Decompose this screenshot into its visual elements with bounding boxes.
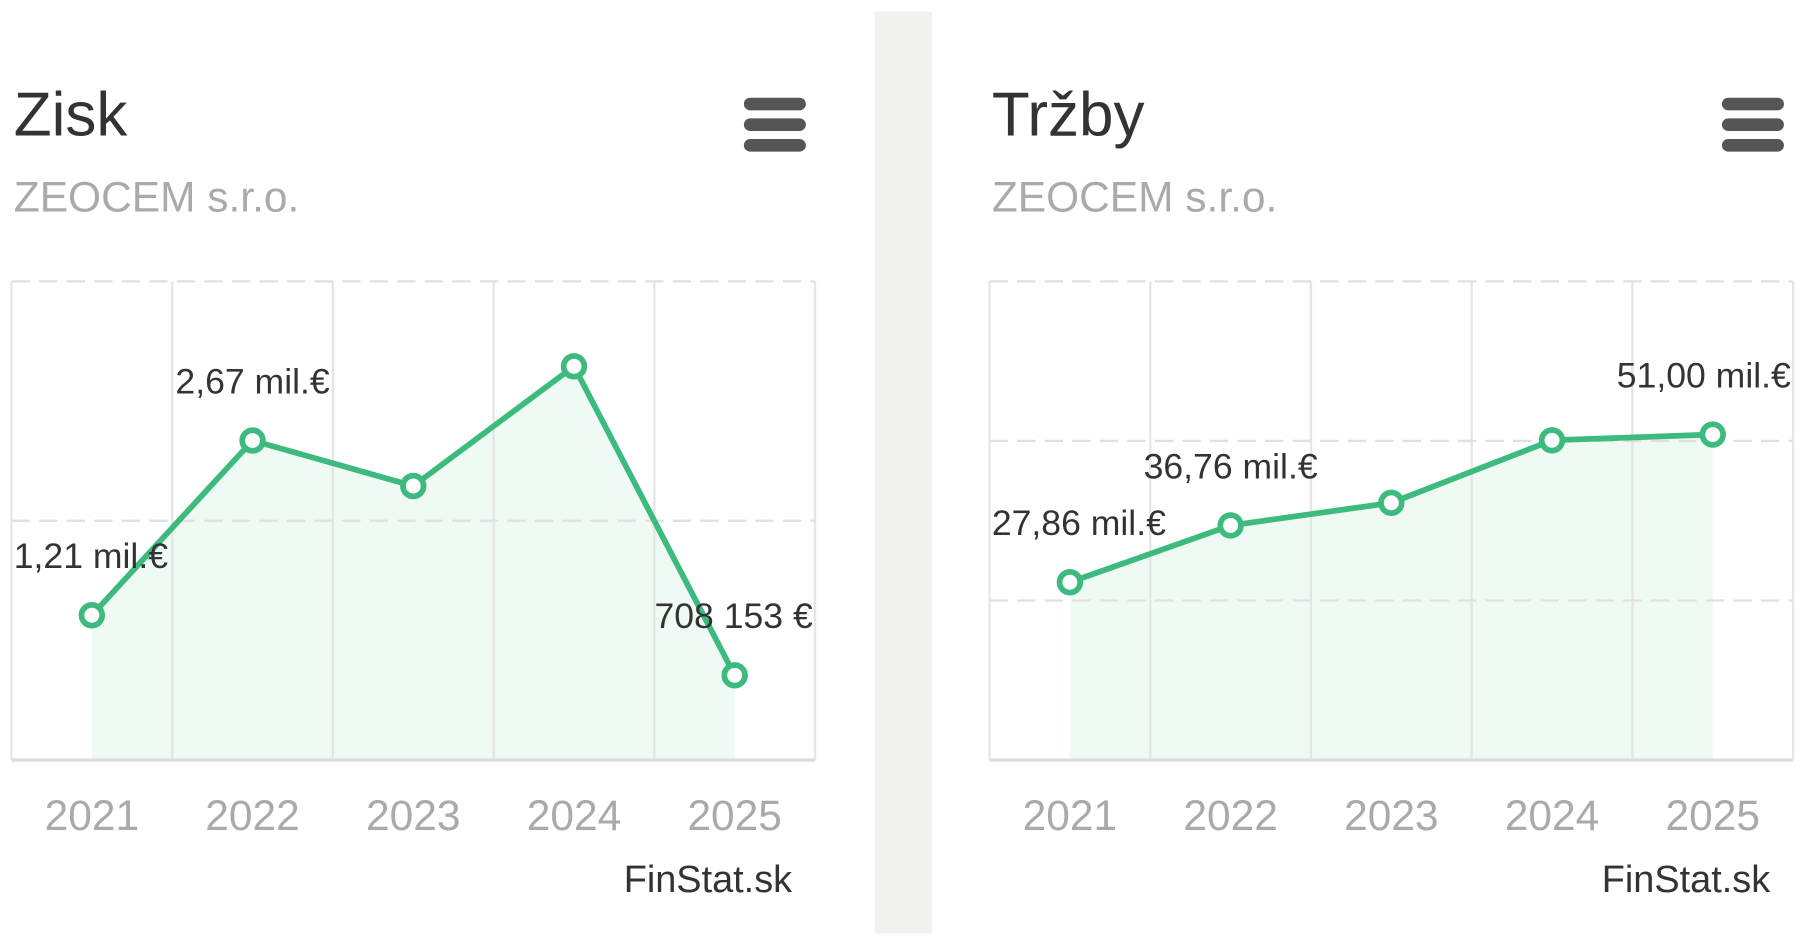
data-label: 2,67 mil.€ <box>175 361 329 401</box>
chart-subtitle: ZEOCEM s.r.o. <box>14 173 300 220</box>
point <box>400 472 427 500</box>
data-label: 1,21 mil.€ <box>14 536 168 576</box>
x-tick-label: 2024 <box>527 792 621 839</box>
chart-title: Tržby <box>992 81 1145 150</box>
separator <box>874 11 933 934</box>
point <box>1378 489 1405 517</box>
data-label: 27,86 mil.€ <box>992 503 1166 543</box>
chart-title: Zisk <box>14 81 129 150</box>
point <box>721 662 748 689</box>
menu-button[interactable] <box>1721 97 1784 152</box>
x-tick-label: 2022 <box>1183 792 1277 839</box>
menu-bar[interactable] <box>1721 139 1784 152</box>
x-tick-label: 2025 <box>1666 792 1760 839</box>
point <box>78 602 106 629</box>
menu-bar[interactable] <box>1721 118 1784 131</box>
menu-button[interactable] <box>743 97 806 152</box>
x-tick-label: 2024 <box>1505 792 1599 839</box>
menu-bar[interactable] <box>743 97 806 111</box>
chart-subtitle: ZEOCEM s.r.o. <box>992 173 1278 220</box>
point <box>1538 427 1566 454</box>
point <box>560 353 588 380</box>
credit[interactable]: FinStat.sk <box>1602 859 1770 901</box>
x-tick-label: 2023 <box>1344 792 1438 839</box>
point <box>1056 569 1084 596</box>
area <box>91 366 735 761</box>
credit[interactable]: FinStat.sk <box>624 859 792 901</box>
menu-bar[interactable] <box>743 139 806 152</box>
menu-bar[interactable] <box>743 118 806 131</box>
menu-bar[interactable] <box>1721 97 1784 111</box>
point <box>239 427 266 454</box>
x-tick-label: 2021 <box>1023 792 1117 839</box>
x-tick-label: 2025 <box>687 792 781 839</box>
x-tick-label: 2021 <box>45 792 139 839</box>
data-label: 51,00 mil.€ <box>1617 355 1791 395</box>
data-label: 708 153 € <box>654 596 812 636</box>
x-tick-label: 2022 <box>205 792 299 839</box>
area <box>1069 434 1713 761</box>
point <box>1217 512 1244 539</box>
data-label: 36,76 mil.€ <box>1144 446 1318 486</box>
x-tick-label: 2023 <box>366 792 460 839</box>
point <box>1699 421 1726 448</box>
